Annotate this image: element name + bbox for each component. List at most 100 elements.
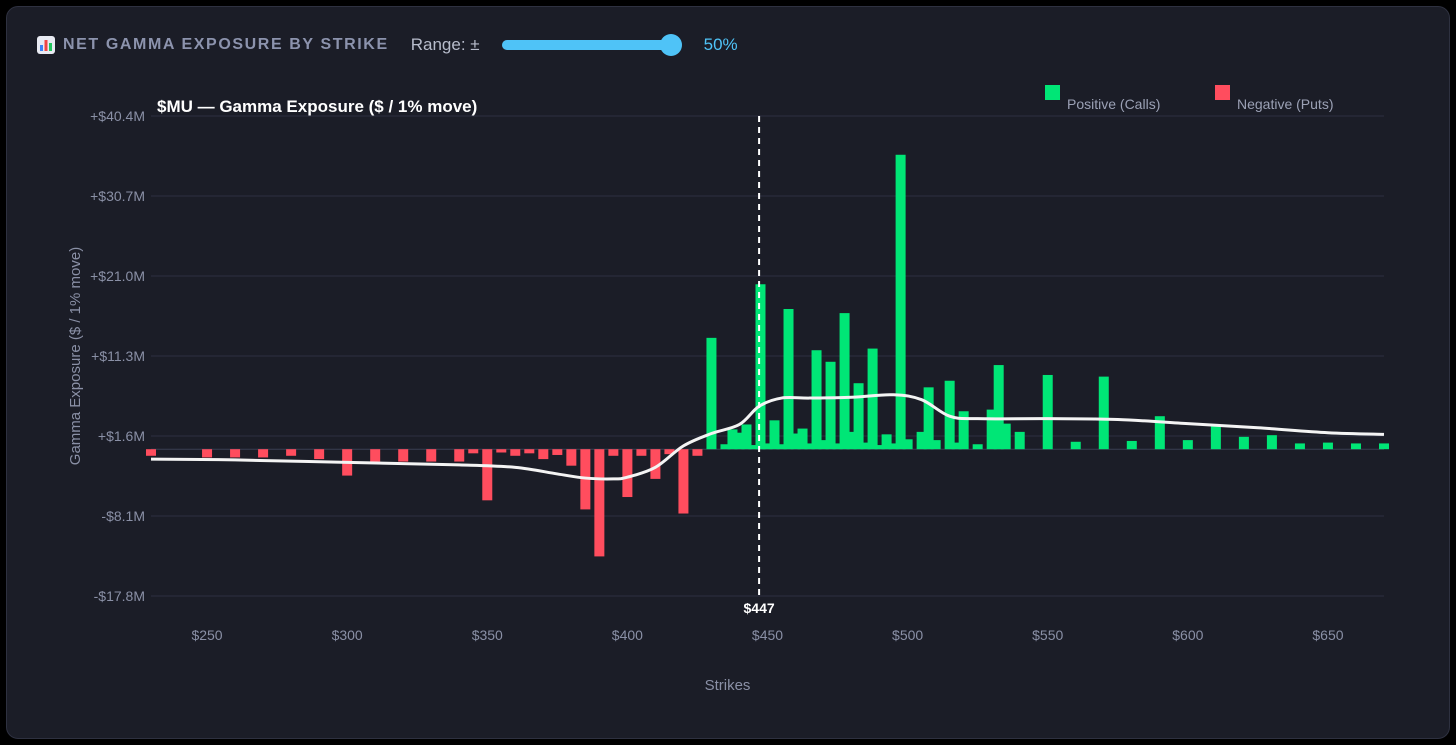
- positive-bar: [1182, 440, 1193, 450]
- positive-bar: [790, 433, 801, 450]
- negative-bar: [538, 449, 549, 460]
- bars: [146, 154, 1389, 557]
- positive-bar: [867, 348, 878, 450]
- spot-price-label: $447: [744, 600, 775, 616]
- negative-bar: [426, 449, 437, 462]
- negative-bar: [202, 449, 213, 458]
- negative-bar: [496, 449, 507, 453]
- positive-bar: [1210, 425, 1221, 450]
- negative-bar: [454, 449, 465, 462]
- grid-lines: [151, 115, 1384, 597]
- negative-bar: [482, 449, 493, 501]
- x-tick-label: $250: [191, 627, 222, 643]
- positive-bar: [923, 387, 934, 450]
- positive-bar: [1350, 443, 1361, 450]
- y-axis-label: Gamma Exposure ($ / 1% move): [67, 247, 84, 465]
- trend-line-layer: $447: [150, 116, 1385, 616]
- negative-bar: [692, 449, 703, 456]
- panel-title: NET GAMMA EXPOSURE BY STRIKE: [63, 36, 389, 53]
- positive-bar: [958, 411, 969, 450]
- negative-bar: [650, 449, 661, 479]
- positive-bar: [825, 361, 836, 450]
- legend-swatch-negative: [1215, 85, 1230, 100]
- positive-bar: [846, 431, 857, 450]
- positive-bar: [811, 350, 822, 450]
- negative-bar: [510, 449, 521, 456]
- positive-bar: [1126, 440, 1137, 450]
- range-label: Range: ±: [410, 35, 480, 54]
- x-tick-label: $550: [1032, 627, 1063, 643]
- x-tick-label: $600: [1172, 627, 1203, 643]
- positive-bar: [839, 313, 850, 450]
- y-tick-label: +$21.0M: [90, 268, 145, 284]
- negative-bar: [146, 449, 156, 456]
- positive-bar: [1070, 441, 1081, 450]
- positive-bar: [1238, 436, 1249, 450]
- range-value: 50%: [703, 35, 738, 54]
- positive-bar: [853, 383, 864, 450]
- gamma-exposure-chart: $447 +$40.4M +$30.7M +$21.0M +$11.3M +$1.6M -…: [67, 85, 1389, 694]
- positive-bar: [1379, 443, 1389, 450]
- positive-bar: [727, 429, 738, 450]
- x-tick-label: $450: [752, 627, 783, 643]
- negative-bar: [524, 449, 535, 454]
- y-tick-label: +$40.4M: [90, 108, 145, 124]
- negative-bar: [314, 449, 325, 460]
- positive-bar: [832, 443, 843, 450]
- legend-label-negative: Negative (Puts): [1237, 96, 1333, 112]
- axes: +$40.4M +$30.7M +$21.0M +$11.3M +$1.6M -$8.1M…: [90, 108, 1344, 643]
- negative-bar: [398, 449, 409, 462]
- positive-bar: [1014, 431, 1025, 450]
- legend: Positive (Calls) Negative (Puts): [1045, 85, 1333, 112]
- legend-label-positive: Positive (Calls): [1067, 96, 1160, 112]
- panel-header: NET GAMMA EXPOSURE BY STRIKE Range: ± 50…: [37, 33, 738, 57]
- negative-bar: [468, 449, 479, 454]
- positive-bar: [972, 444, 983, 450]
- positive-bar: [720, 444, 731, 450]
- y-tick-label: -$8.1M: [101, 508, 145, 524]
- y-tick-label: +$1.6M: [98, 428, 145, 444]
- negative-bar: [552, 449, 563, 455]
- positive-bar: [874, 445, 885, 450]
- chart-panel: NET GAMMA EXPOSURE BY STRIKE Range: ± 50…: [6, 6, 1450, 739]
- positive-bar: [1098, 376, 1109, 450]
- positive-bar: [895, 154, 906, 450]
- negative-bar: [370, 449, 381, 462]
- positive-bar: [797, 428, 808, 450]
- negative-bar: [678, 449, 689, 514]
- positive-bar: [1322, 442, 1333, 450]
- x-tick-label: $400: [612, 627, 643, 643]
- positive-bar: [986, 409, 997, 450]
- positive-bar: [1000, 423, 1011, 450]
- positive-bar: [734, 432, 745, 450]
- positive-bar: [755, 284, 766, 450]
- negative-bar: [566, 449, 577, 466]
- positive-bar: [706, 337, 717, 450]
- positive-bar: [783, 308, 794, 450]
- positive-bar: [804, 443, 815, 450]
- positive-bar: [1294, 443, 1305, 450]
- positive-bar: [860, 442, 871, 450]
- positive-bar: [1042, 374, 1053, 450]
- bar-chart-icon: [37, 36, 55, 54]
- y-tick-label: +$11.3M: [91, 348, 145, 364]
- y-tick-label: +$30.7M: [90, 188, 145, 204]
- positive-bar: [881, 434, 892, 450]
- range-slider-thumb[interactable]: [659, 34, 682, 56]
- x-tick-label: $350: [472, 627, 503, 643]
- negative-bar: [664, 449, 675, 455]
- y-tick-label: -$17.8M: [94, 588, 145, 604]
- positive-bar: [1266, 435, 1277, 450]
- negative-bar: [594, 449, 605, 557]
- positive-bar: [769, 420, 780, 450]
- negative-bar: [230, 449, 241, 458]
- range-slider[interactable]: [501, 34, 682, 56]
- x-axis-label: Strikes: [705, 677, 751, 694]
- x-tick-label: $650: [1312, 627, 1343, 643]
- positive-bar: [930, 440, 941, 450]
- positive-bar: [916, 431, 927, 450]
- chart-title: $MU — Gamma Exposure ($ / 1% move): [157, 97, 477, 116]
- trend-line: [150, 393, 1385, 481]
- positive-bar: [776, 444, 787, 450]
- negative-bar: [636, 449, 647, 456]
